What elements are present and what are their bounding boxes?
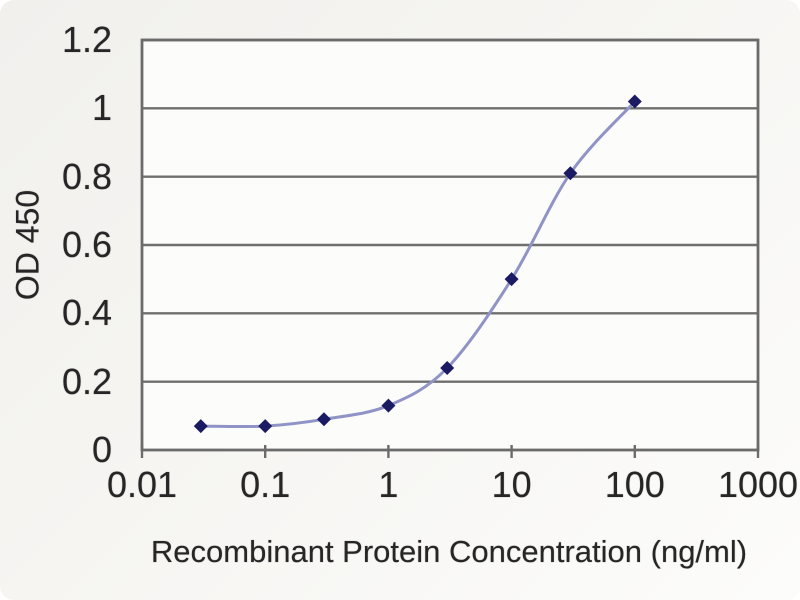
y-tick-label: 0.2: [61, 360, 112, 402]
data-point-marker: [193, 419, 208, 434]
x-tick-label: 1: [378, 464, 399, 505]
plot-frame: [140, 38, 760, 452]
data-point-marker: [381, 398, 396, 413]
data-point-marker: [258, 419, 273, 434]
data-point-marker: [563, 166, 578, 181]
x-tick-label: 100: [604, 464, 665, 505]
x-tick-label: 0.1: [240, 464, 291, 505]
x-tick-label: 0.01: [106, 464, 178, 505]
y-tick-label: 1: [91, 87, 112, 129]
y-tick-label: 0.6: [61, 224, 112, 265]
y-tick-label: 0.4: [61, 292, 112, 334]
x-tick-label: 1000: [717, 464, 799, 505]
y-tick-label: 1.2: [61, 19, 112, 60]
data-point-marker: [316, 412, 331, 427]
data-point-marker: [627, 94, 642, 109]
x-tick-label: 10: [491, 464, 532, 505]
x-axis-title: Recombinant Protein Concentration (ng/ml…: [150, 534, 748, 569]
y-tick-label: 0.8: [61, 155, 112, 197]
data-point-marker: [440, 361, 455, 375]
data-point-marker: [504, 272, 519, 287]
y-tick-label: 0: [91, 429, 112, 470]
series-line: [199, 100, 637, 429]
